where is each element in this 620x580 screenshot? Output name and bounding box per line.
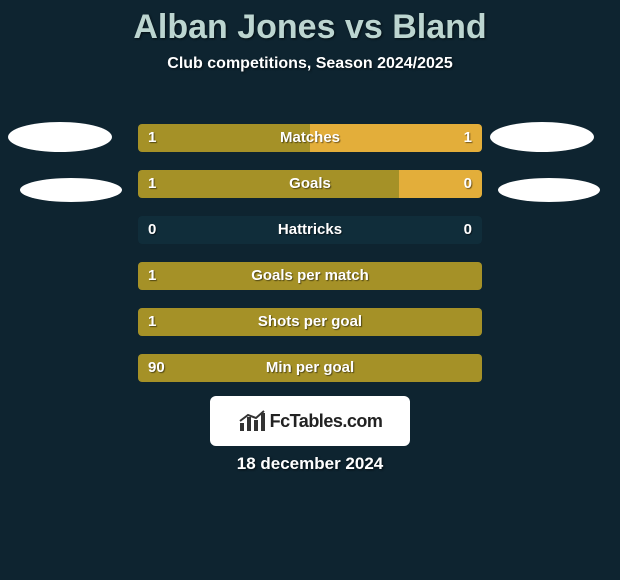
stat-row: 10Goals [138,170,482,198]
stat-label: Min per goal [138,354,482,382]
stat-label: Goals per match [138,262,482,290]
stat-row: 1Goals per match [138,262,482,290]
deco-ellipse [498,178,600,202]
branding-badge: FcTables.com [210,396,410,446]
stat-row: 90Min per goal [138,354,482,382]
stat-row: 1Shots per goal [138,308,482,336]
date-label: 18 december 2024 [0,454,620,474]
stat-label: Goals [138,170,482,198]
deco-ellipse [8,122,112,152]
stat-label: Hattricks [138,216,482,244]
chart-icon [238,409,266,433]
deco-ellipse [20,178,122,202]
page-title: Alban Jones vs Bland [0,0,620,47]
deco-ellipse [490,122,594,152]
stat-label: Matches [138,124,482,152]
stat-row: 11Matches [138,124,482,152]
stat-row: 00Hattricks [138,216,482,244]
page-subtitle: Club competitions, Season 2024/2025 [0,55,620,73]
branding-text: FcTables.com [270,411,383,432]
stat-label: Shots per goal [138,308,482,336]
comparison-chart: 11Matches 10Goals 00Hattricks 1Goals per ma… [138,124,482,400]
